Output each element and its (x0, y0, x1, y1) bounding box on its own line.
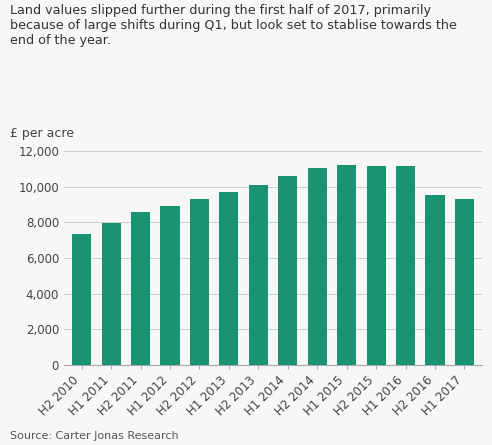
Bar (101, 223, 121, 365)
Bar (278, 176, 297, 365)
Bar (426, 195, 445, 365)
Bar (396, 166, 415, 365)
Bar (249, 185, 268, 365)
Bar (190, 199, 209, 365)
Bar (308, 168, 327, 365)
Text: Land values slipped further during the first half of 2017, primarily
because of : Land values slipped further during the f… (10, 4, 457, 48)
Bar (455, 199, 474, 365)
Text: £ per acre: £ per acre (10, 127, 74, 140)
Bar (72, 234, 91, 365)
Bar (160, 206, 180, 365)
Text: Source: Carter Jonas Research: Source: Carter Jonas Research (10, 431, 179, 441)
Bar (219, 192, 239, 365)
Bar (367, 166, 386, 365)
Bar (337, 165, 356, 365)
Bar (131, 212, 150, 365)
